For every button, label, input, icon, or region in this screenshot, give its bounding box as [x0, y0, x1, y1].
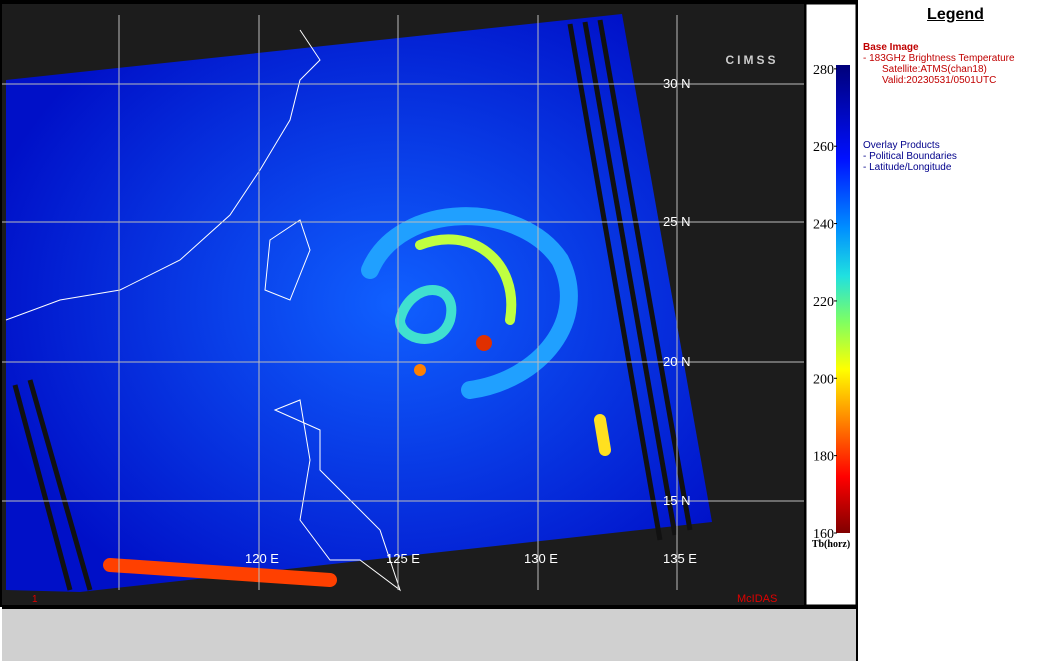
- lat-label: 15 N: [663, 493, 690, 508]
- colorbar-tick-label: 260: [813, 140, 834, 155]
- lat-label: 30 N: [663, 76, 690, 91]
- lat-label: 25 N: [663, 214, 690, 229]
- frame-number: 1: [32, 594, 38, 605]
- logo-text: CIMSS: [725, 53, 778, 67]
- coastlines: [5, 29, 401, 592]
- lon-label: 135 E: [663, 551, 697, 566]
- colorbar-tick-label: 240: [813, 218, 834, 233]
- software-label: McIDAS: [737, 593, 777, 605]
- colorbar-tick-label: 200: [813, 372, 834, 387]
- overlay-heading: Overlay Products: [863, 140, 940, 151]
- legend-title: Legend: [927, 6, 984, 23]
- lat-label: 20 N: [663, 354, 690, 369]
- base-heading: Base Image: [863, 42, 919, 53]
- status-area: [2, 607, 858, 661]
- colorbar-tick-label: 280: [813, 63, 834, 78]
- map-view: 30 N 25 N 20 N 15 N 120 E 125 E 130 E 135 E CIM…: [0, 0, 858, 607]
- legend: Legend Base Image - 183GHz Brightness Te…: [858, 0, 1043, 659]
- base-item: - 183GHz Brightness Temperature: [863, 53, 1015, 64]
- base-item: Satellite:ATMS(chan18): [882, 64, 987, 75]
- colorbar-tick-label: 160: [813, 527, 834, 542]
- base-item: Valid:20230531/0501UTC: [882, 75, 997, 86]
- colorbar-ticks: 280 260 240 220 200 180 160: [813, 63, 837, 542]
- swath: [6, 14, 712, 592]
- graticule-labels: 30 N 25 N 20 N 15 N 120 E 125 E 130 E 135 E: [245, 76, 697, 566]
- graticule: [2, 15, 804, 590]
- lon-label: 120 E: [245, 551, 279, 566]
- lon-label: 125 E: [386, 551, 420, 566]
- logo: CIMSS: [725, 53, 778, 67]
- colorbar: [836, 65, 850, 533]
- overlay-item: - Latitude/Longitude: [863, 162, 952, 173]
- colorbar-label: Tb(horz): [812, 539, 850, 550]
- lon-label: 130 E: [524, 551, 558, 566]
- scan-gaps: [12, 19, 693, 591]
- overlay-item: - Political Boundaries: [863, 151, 957, 162]
- colorbar-tick-label: 180: [813, 450, 834, 465]
- storm-bands: [103, 207, 611, 587]
- colorbar-tick-label: 220: [813, 295, 834, 310]
